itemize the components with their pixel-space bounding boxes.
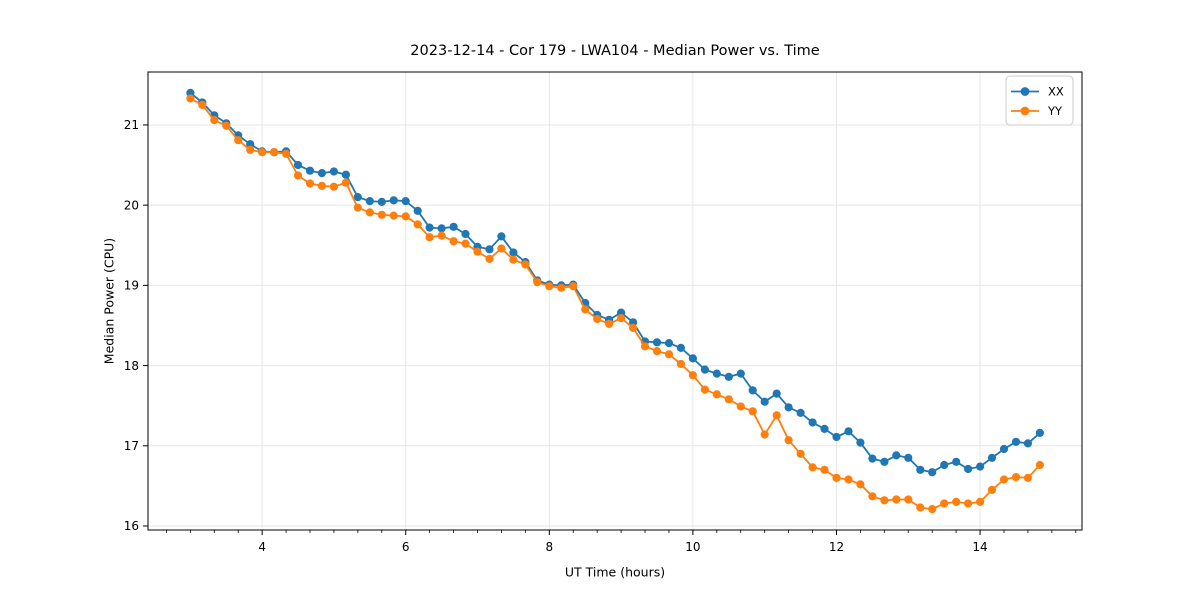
- series-XX-markers: [186, 88, 1044, 477]
- x-tick-label: 6: [402, 540, 410, 554]
- legend-marker-YY: [1020, 106, 1030, 116]
- series-XX: [186, 88, 1044, 477]
- y-tick-label: 17: [124, 439, 139, 453]
- grid: [148, 72, 1082, 530]
- legend-label-XX: XX: [1048, 85, 1064, 99]
- legend-entry-XX: XX: [1011, 85, 1064, 99]
- series-YY-markers: [186, 94, 1044, 514]
- y-tick-label: 16: [124, 519, 139, 533]
- series-YY-line: [189, 97, 1041, 510]
- x-ticks: 4 6 8 10 12 14: [258, 530, 988, 554]
- legend-box: [1005, 75, 1074, 126]
- y-ticks: 16 17 18 19 20 21: [124, 118, 148, 533]
- x-tick-label: 12: [829, 540, 844, 554]
- legend-label-YY: YY: [1047, 104, 1063, 118]
- x-minor-ticks: [166, 530, 1077, 533]
- y-tick-label: 21: [124, 118, 139, 132]
- y-tick-label: 19: [124, 279, 139, 293]
- x-tick-label: 10: [685, 540, 700, 554]
- series-XX-line: [189, 92, 1041, 474]
- series-YY: [186, 94, 1044, 514]
- x-tick-label: 14: [972, 540, 987, 554]
- x-tick-label: 8: [545, 540, 553, 554]
- legend-entry-YY: YY: [1011, 104, 1063, 118]
- plot-border: [147, 71, 1083, 531]
- x-axis-label: UT Time (hours): [564, 564, 666, 580]
- chart-title: 2023-12-14 - Cor 179 - LWA104 - Median P…: [410, 43, 820, 59]
- x-tick-label: 4: [258, 540, 266, 554]
- legend-marker-XX: [1020, 87, 1030, 96]
- legend: XX YY: [1005, 75, 1074, 126]
- y-tick-label: 18: [124, 359, 139, 373]
- y-axis-label: Median Power (CPU): [101, 237, 117, 365]
- y-tick-label: 20: [124, 198, 139, 212]
